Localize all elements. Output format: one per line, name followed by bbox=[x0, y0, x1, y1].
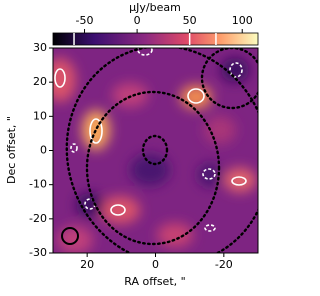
colorbar bbox=[52, 32, 259, 46]
y-tick-label: 10 bbox=[33, 109, 47, 122]
y-axis-label: Dec offset, " bbox=[5, 116, 18, 184]
y-tick-label: 20 bbox=[33, 75, 47, 88]
colorbar-tick-label: 50 bbox=[183, 14, 197, 27]
y-tick-label: -30 bbox=[29, 246, 47, 259]
y-tick-label: 30 bbox=[33, 41, 47, 54]
y-tick-label: -20 bbox=[29, 212, 47, 225]
y-tick-label: -10 bbox=[29, 178, 47, 191]
image bbox=[53, 48, 258, 253]
colorbar-tick-label: -50 bbox=[76, 14, 94, 27]
x-tick-label: 0 bbox=[152, 258, 159, 271]
x-tick-label: -20 bbox=[215, 258, 233, 271]
colorbar-tick-label: 100 bbox=[232, 14, 253, 27]
chart: μJy/beam bbox=[5, 1, 259, 288]
colorbar-tick-label: 0 bbox=[134, 14, 141, 27]
x-axis-label: RA offset, " bbox=[124, 275, 185, 288]
colorbar-label: μJy/beam bbox=[129, 1, 181, 14]
x-tick-label: 20 bbox=[80, 258, 94, 271]
y-tick-label: 0 bbox=[40, 144, 47, 157]
